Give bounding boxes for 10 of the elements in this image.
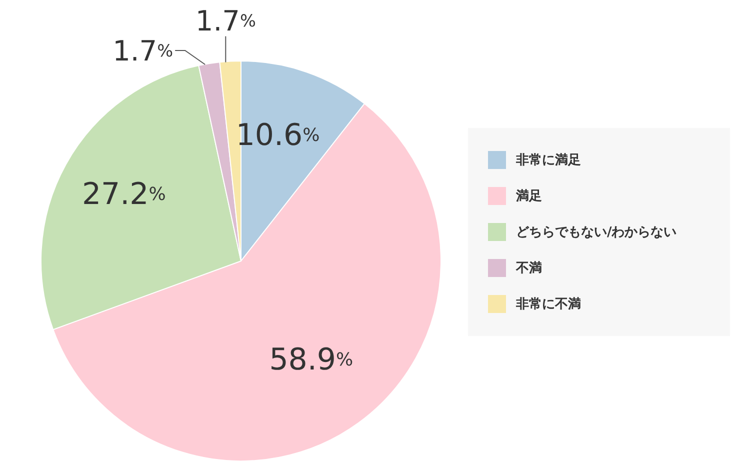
legend-label: 満足 [516,188,542,205]
legend-label: どちらでもない/わからない [516,224,677,241]
data-label: 10.6% [236,118,320,153]
data-label: 1.7% [112,34,174,67]
legend-label: 非常に満足 [516,152,581,169]
legend-label: 不満 [516,260,542,277]
data-label: 1.7% [195,4,256,37]
data-label: 58.9% [269,342,354,378]
legend-label: 非常に不満 [516,296,581,313]
data-label: 27.2% [82,176,166,212]
